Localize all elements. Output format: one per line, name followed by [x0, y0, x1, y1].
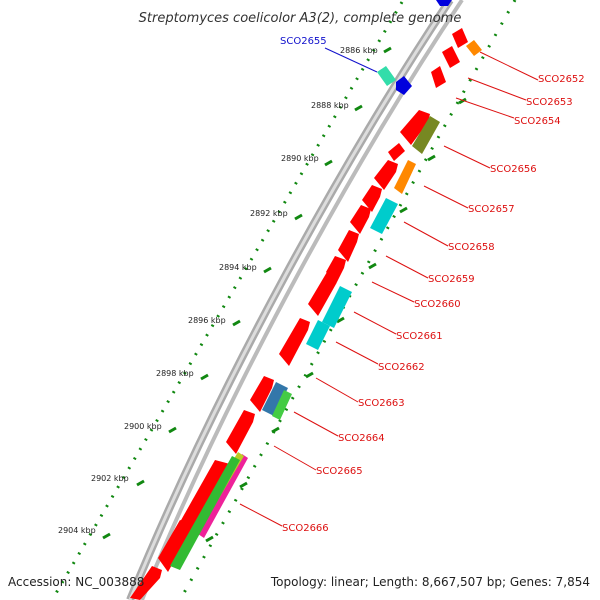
kbp-label: 2900 kbp: [124, 422, 162, 431]
gene-sco2656[interactable]: [400, 110, 430, 145]
topology-text: Topology: linear; Length: 8,667,507 bp; …: [270, 575, 590, 589]
forward-gene-track: [130, 28, 468, 600]
gene-sco2652[interactable]: [452, 28, 468, 48]
gene-sco2657[interactable]: [388, 143, 405, 161]
gene-sco2666[interactable]: [226, 410, 255, 454]
kbp-label: 2902 kbp: [91, 474, 129, 483]
gene-forward[interactable]: [130, 566, 162, 600]
gene-sco2661[interactable]: [338, 230, 359, 262]
gene-magenta[interactable]: [198, 454, 248, 538]
kbp-label: 2896 kbp: [188, 316, 226, 325]
gene-label[interactable]: SCO2657: [468, 204, 515, 215]
gene-label[interactable]: SCO2652: [538, 74, 585, 85]
gene-sco2660[interactable]: [350, 205, 371, 234]
gene-label[interactable]: SCO2653: [526, 97, 573, 108]
gene-orange-1[interactable]: [466, 40, 482, 56]
gene-label[interactable]: SCO2661: [396, 331, 443, 342]
gene-forward[interactable]: [180, 460, 230, 536]
gene-sco2653[interactable]: [442, 46, 460, 68]
kbp-label: 2892 kbp: [250, 209, 288, 218]
kbp-label: 2888 kbp: [311, 101, 349, 110]
gene-blue-green[interactable]: [262, 382, 288, 416]
gene-olive[interactable]: [412, 116, 440, 154]
gene-sco2659[interactable]: [362, 185, 382, 212]
map-title: Streptomyces coelicolor A3(2), complete …: [139, 11, 462, 26]
kbp-labels: 2886 kbp 2888 kbp 2890 kbp 2892 kbp 2894…: [58, 46, 378, 535]
gene-label[interactable]: SCO2665: [316, 466, 363, 477]
gene-cyan-2[interactable]: [322, 286, 352, 328]
gene-sco2658[interactable]: [374, 160, 398, 190]
accession-text: Accession: NC_003888: [8, 575, 144, 589]
gene-sco2654[interactable]: [431, 66, 446, 88]
gene-label[interactable]: SCO2654: [514, 116, 561, 127]
outer-ruler-major-ticks: [102, 46, 392, 540]
gene-green[interactable]: [272, 390, 292, 420]
inner-gene-track: [170, 0, 482, 570]
inner-ruler-major-ticks: [205, 97, 467, 543]
gene-label[interactable]: SCO2660: [414, 299, 461, 310]
gene-label-reverse[interactable]: SCO2655: [280, 36, 327, 47]
genome-backbone: [126, 0, 464, 600]
gene-sco2655-arrow[interactable]: [396, 76, 412, 95]
gene-sco2655[interactable]: [377, 66, 396, 86]
gene-top-arrow[interactable]: [436, 0, 452, 6]
kbp-label: 2898 kbp: [156, 369, 194, 378]
kbp-label: 2886 kbp: [340, 46, 378, 55]
gene-cyan-1[interactable]: [370, 198, 398, 234]
kbp-label: 2890 kbp: [281, 154, 319, 163]
gene-label[interactable]: SCO2664: [338, 433, 385, 444]
gene-green-long[interactable]: [170, 456, 240, 570]
forward-gene-labels: SCO2652 SCO2653 SCO2654 SCO2656 SCO2657 …: [239, 51, 585, 534]
kbp-label: 2894 kbp: [219, 263, 257, 272]
gene-forward[interactable]: [158, 520, 192, 572]
kbp-label: 2904 kbp: [58, 526, 96, 535]
gene-label[interactable]: SCO2658: [448, 242, 495, 253]
gene-label[interactable]: SCO2656: [490, 164, 537, 175]
gene-orange-2[interactable]: [394, 160, 416, 194]
gene-sco2665[interactable]: [250, 376, 274, 412]
gene-label[interactable]: SCO2666: [282, 523, 329, 534]
gene-sco2664[interactable]: [279, 318, 310, 366]
outer-ruler-track: [50, 1, 404, 600]
gene-label[interactable]: SCO2659: [428, 274, 475, 285]
reverse-gene-labels: SCO2655: [280, 36, 378, 73]
gene-cyan-3[interactable]: [306, 320, 330, 350]
gene-label[interactable]: SCO2663: [358, 398, 405, 409]
inner-ruler-track: [178, 0, 517, 600]
gene-label[interactable]: SCO2662: [378, 362, 425, 373]
gene-sco2663[interactable]: [308, 272, 338, 316]
